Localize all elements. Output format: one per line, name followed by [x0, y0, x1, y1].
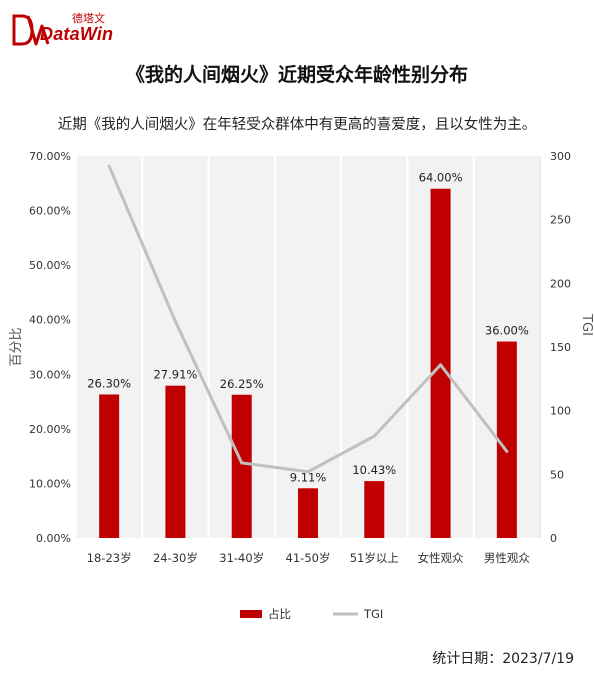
y2-tick-label: 200 — [550, 277, 571, 290]
x-tick-label: 24-30岁 — [153, 551, 198, 565]
brand-cn-name: 德塔文 — [72, 12, 105, 25]
bar — [231, 394, 252, 538]
y-tick-label: 0.00% — [36, 532, 71, 545]
data-label: 26.30% — [87, 376, 131, 390]
tgi-point — [439, 363, 443, 367]
data-label: 64.00% — [419, 171, 463, 185]
x-tick-label: 41-50岁 — [286, 551, 331, 565]
tgi-point — [173, 320, 177, 324]
x-tick-label: 女性观众 — [418, 551, 464, 565]
tgi-point — [107, 164, 111, 168]
stat-date: 统计日期：2023/7/19 — [432, 651, 574, 667]
y2-tick-label: 250 — [550, 214, 571, 227]
x-tick-label: 男性观众 — [484, 551, 530, 565]
brand-name: DataWin — [40, 24, 114, 44]
y2-tick-label: 100 — [550, 405, 571, 418]
bar — [165, 385, 186, 538]
data-label: 27.91% — [153, 368, 197, 382]
bar — [298, 488, 318, 538]
tgi-point — [240, 461, 244, 465]
y-axis-title: 百分比 — [9, 327, 24, 366]
y-tick-label: 50.00% — [29, 259, 71, 272]
datawin-logo-mark — [12, 14, 50, 46]
bar — [364, 481, 385, 538]
data-label: 10.43% — [352, 463, 396, 477]
bar — [99, 394, 120, 538]
y-tick-label: 60.00% — [29, 205, 71, 218]
tgi-point — [306, 470, 310, 474]
y2-tick-label: 150 — [550, 341, 571, 354]
data-label: 36.00% — [485, 324, 529, 338]
legend-bar-swatch — [240, 610, 262, 618]
y-tick-label: 70.00% — [29, 150, 71, 163]
y-tick-label: 40.00% — [29, 314, 71, 327]
datawin-logo — [10, 10, 130, 50]
y2-tick-label: 50 — [550, 468, 564, 481]
legend-line-label: TGI — [363, 607, 383, 621]
x-tick-label: 18-23岁 — [87, 551, 132, 565]
chart-subtitle: 近期《我的人间烟火》在年轻受众群体中有更高的喜爱度，且以女性为主。 — [57, 117, 537, 133]
x-tick-label: 51岁以上 — [350, 551, 399, 565]
legend-bar-label: 占比 — [268, 607, 291, 621]
tgi-point — [505, 449, 509, 453]
bar — [496, 341, 517, 538]
y2-tick-label: 300 — [550, 150, 571, 163]
x-tick-label: 31-40岁 — [219, 551, 264, 565]
y-tick-label: 10.00% — [29, 477, 71, 490]
plot-area — [76, 156, 540, 538]
y2-tick-label: 0 — [550, 532, 557, 545]
y2-axis-title: TGI — [579, 313, 594, 336]
y-tick-label: 20.00% — [29, 423, 71, 436]
data-label: 9.11% — [290, 470, 327, 484]
y-tick-label: 30.00% — [29, 368, 71, 381]
chart-title: 《我的人间烟火》近期受众年龄性别分布 — [125, 64, 468, 86]
tgi-point — [372, 434, 376, 438]
data-label: 26.25% — [220, 377, 264, 391]
